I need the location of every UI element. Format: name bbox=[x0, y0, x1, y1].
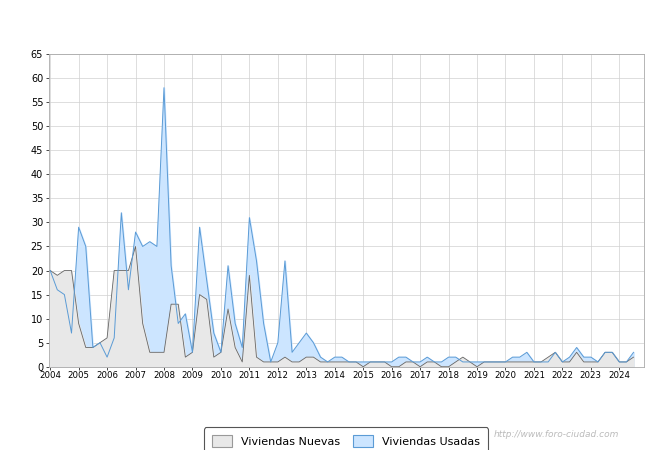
Text: http://www.foro-ciudad.com: http://www.foro-ciudad.com bbox=[494, 430, 619, 439]
Legend: Viviendas Nuevas, Viviendas Usadas: Viviendas Nuevas, Viviendas Usadas bbox=[204, 428, 488, 450]
Text: Adanero - Evolucion del Nº de Transacciones Inmobiliarias: Adanero - Evolucion del Nº de Transaccio… bbox=[112, 16, 538, 31]
